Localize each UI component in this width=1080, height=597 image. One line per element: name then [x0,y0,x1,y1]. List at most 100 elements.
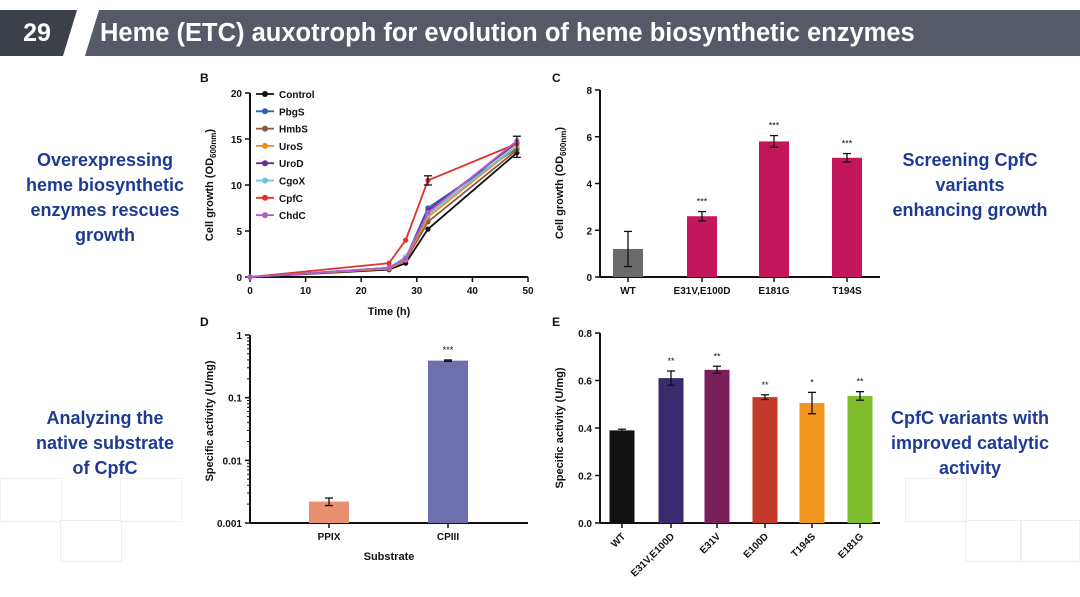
legend-label: UroS [279,142,303,153]
x-tick-label: E31V,E100D [674,286,731,297]
y-axis-label: Specific activity (U/mg) [554,367,566,488]
panel-label: D [200,315,209,329]
y-tick-label: 0.8 [578,329,592,340]
bar-e100d [752,397,778,523]
legend-marker [262,125,268,132]
caption-line: Overexpressing [36,150,174,170]
x-tick-label: PPIX [318,532,341,543]
data-point [386,265,392,271]
panel-label: B [200,71,209,85]
x-tick-label: E31V [698,531,723,556]
bar-e31v-e100d [658,378,684,523]
y-tick-label: 8 [586,86,592,97]
y-tick-label: 2 [586,226,592,237]
y-tick-label: 20 [231,89,243,100]
caption-line: enhancing growth [892,200,1048,220]
caption-line: improved catalytic [890,433,1050,453]
y-axis-label: Cell growth (OD600nm) [554,127,568,239]
x-tick-label: WT [620,286,636,297]
y-axis-label: Cell growth (OD600nm) [204,129,218,241]
caption-line: native substrate [35,433,175,453]
y-tick-label: 0.1 [228,394,242,405]
y-tick-label: 0 [586,273,592,284]
caption-line: CpfC variants with [890,408,1050,428]
y-tick-label: 0.2 [578,472,592,483]
y-tick-label: 0.01 [223,456,243,467]
bar-e181g [847,395,873,523]
data-point [425,210,431,216]
decorative-square [905,478,967,522]
significance-marker: *** [842,139,853,149]
legend-marker [262,212,268,219]
y-tick-label: 5 [236,227,242,238]
legend-label: ChdC [279,211,306,222]
x-tick-label: 10 [300,286,312,297]
x-tick-label: 40 [467,286,479,297]
y-tick-label: 10 [231,181,243,192]
x-tick-label: E100D [742,531,771,560]
bar-cpiii [428,360,468,523]
legend-marker [262,177,268,184]
x-tick-label: 0 [247,286,253,297]
legend-marker [262,160,268,167]
slide-header-bar [0,10,1080,56]
slide-number: 29 [23,19,51,47]
x-tick-label: T194S [832,286,862,297]
x-tick-label: 50 [522,286,534,297]
x-tick-label: E181G [758,286,789,297]
legend-label: Control [279,90,315,101]
caption-top-right: Screening CpfC variants enhancing growth [870,148,1070,223]
y-tick-label: 0.6 [578,377,592,388]
caption-line: variants [935,175,1005,195]
data-point [386,260,392,266]
significance-marker: *** [443,345,454,355]
legend-label: CgoX [279,177,305,188]
x-axis-label: Substrate [364,551,415,563]
data-point [247,274,253,280]
caption-line: of CpfC [72,458,138,478]
panel-label: C [552,71,561,85]
decorative-square [60,520,122,562]
caption-line: Analyzing the [46,408,164,428]
decorative-square [120,478,182,522]
caption-line: enzymes rescues [30,200,180,220]
x-axis-label: Time (h) [368,306,411,318]
caption-line: Screening CpfC [902,150,1038,170]
y-tick-label: 6 [586,133,592,144]
legend-label: UroD [279,159,303,170]
y-axis-label: Specific activity (U/mg) [204,360,216,481]
legend-label: PbgS [279,107,305,118]
caption-bottom-left: Analyzing the native substrate of CpfC [5,406,205,481]
legend-marker [262,108,268,115]
x-tick-label: WT [609,531,628,550]
bar-t194s [832,157,862,277]
data-point [403,237,409,243]
legend-label: CpfC [279,194,303,205]
significance-marker: ** [856,377,864,387]
decorative-square [965,520,1022,562]
significance-marker: *** [769,121,780,131]
x-tick-label: 20 [356,286,368,297]
caption-line: growth [75,225,135,245]
caption-line: activity [938,458,1002,478]
legend-marker [262,142,268,149]
caption-top-left: Overexpressing heme biosynthetic enzymes… [5,148,205,248]
y-tick-label: 4 [586,180,592,191]
x-tick-label: 30 [411,286,423,297]
legend-marker [262,91,268,97]
data-point [425,226,431,232]
data-point [403,256,409,262]
significance-marker: *** [697,197,708,207]
bar-e31v-e100d [687,216,717,277]
x-tick-label: E31V,E100D [629,531,677,579]
caption-bottom-right: CpfC variants with improved catalytic ac… [870,406,1070,481]
x-tick-label: T194S [790,531,819,560]
y-tick-label: 0 [236,273,242,284]
y-tick-label: 1 [236,331,242,342]
bar-ppix [309,501,349,523]
significance-marker: ** [713,351,721,361]
significance-marker: ** [761,380,769,390]
significance-marker: * [810,377,814,387]
bar-wt [609,430,635,523]
legend-marker [262,194,268,201]
